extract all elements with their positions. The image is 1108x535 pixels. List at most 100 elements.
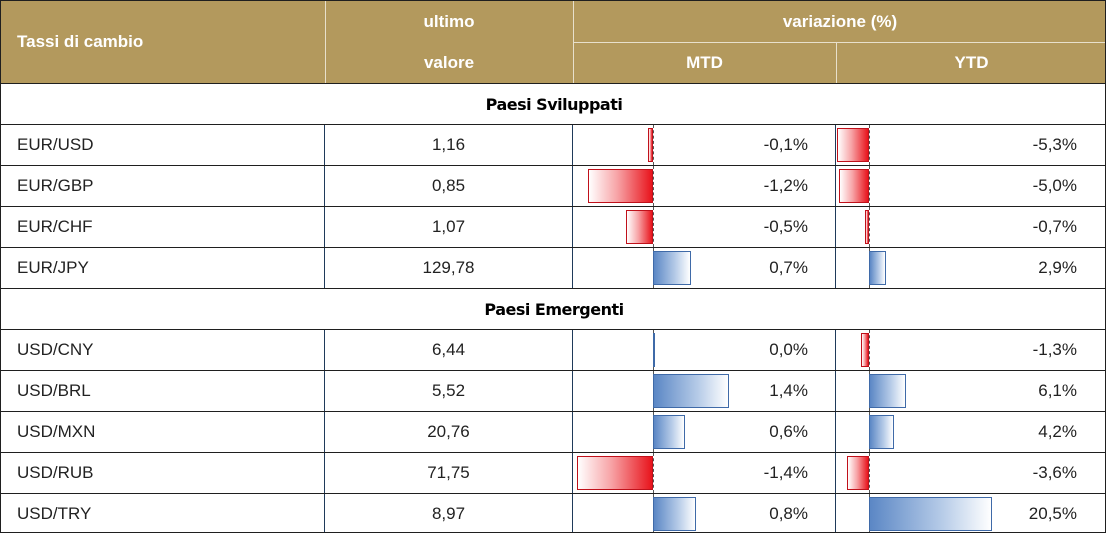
positive-bar <box>653 251 691 285</box>
header-mtd: MTD <box>573 42 836 83</box>
ytd-cell: -5,3% <box>836 125 1105 165</box>
pair-cell: USD/CNY <box>1 330 325 370</box>
mtd-value: 0,6% <box>769 422 808 441</box>
positive-bar <box>869 497 992 531</box>
mtd-cell: -0,1% <box>573 125 836 165</box>
negative-bar <box>847 456 869 490</box>
mtd-cell: -1,4% <box>573 453 836 493</box>
value-cell: 1,07 <box>325 207 573 247</box>
ytd-value: -5,0% <box>1032 176 1077 195</box>
pair-label: EUR/CHF <box>17 217 93 236</box>
ytd-cell: -1,3% <box>836 330 1105 370</box>
negative-bar <box>588 169 653 203</box>
zero-axis-line <box>653 166 654 206</box>
header-variazione: variazione (%) <box>573 1 1105 42</box>
negative-bar <box>861 333 869 367</box>
mtd-cell: 1,4% <box>573 371 836 411</box>
ytd-cell: 6,1% <box>836 371 1105 411</box>
ytd-cell: 4,2% <box>836 412 1105 452</box>
last-value: 0,85 <box>431 176 466 195</box>
mtd-value: -0,5% <box>763 217 808 236</box>
last-value: 1,16 <box>431 135 466 154</box>
header-tassi-di-cambio: Tassi di cambio <box>1 1 325 83</box>
mtd-cell: -0,5% <box>573 207 836 247</box>
table-row: USD/BRL 5,52 1,4% 6,1% <box>1 371 1105 412</box>
pair-cell: USD/MXN <box>1 412 325 452</box>
positive-bar <box>653 415 686 449</box>
mtd-value: 0,7% <box>769 258 808 277</box>
zero-axis-line <box>869 207 870 247</box>
section-title: Paesi Emergenti <box>484 299 624 319</box>
value-cell: 1,16 <box>325 125 573 165</box>
zero-axis-line <box>653 207 654 247</box>
pair-cell: EUR/CHF <box>1 207 325 247</box>
mtd-cell: 0,7% <box>573 248 836 288</box>
negative-bar <box>647 128 653 162</box>
positive-bar <box>653 333 655 367</box>
last-value: 20,76 <box>427 422 470 441</box>
last-value: 129,78 <box>422 258 475 277</box>
value-cell: 5,52 <box>325 371 573 411</box>
ytd-value: 20,5% <box>1028 504 1077 523</box>
value-cell: 8,97 <box>325 494 573 532</box>
zero-axis-line <box>653 453 654 493</box>
last-value: 8,97 <box>431 504 466 523</box>
ytd-cell: -0,7% <box>836 207 1105 247</box>
ytd-cell: 2,9% <box>836 248 1105 288</box>
header-value-line2: valore <box>423 52 475 72</box>
last-value: 6,44 <box>431 340 466 359</box>
table-row: USD/TRY 8,97 0,8% 20,5% <box>1 494 1105 532</box>
header-bottom-border <box>1 83 1105 84</box>
last-value: 71,75 <box>427 463 470 482</box>
pair-cell: USD/BRL <box>1 371 325 411</box>
last-value: 1,07 <box>431 217 466 236</box>
pair-label: USD/TRY <box>17 504 92 523</box>
header-valore: valore <box>325 42 573 83</box>
value-cell: 71,75 <box>325 453 573 493</box>
ytd-value: -0,7% <box>1032 217 1077 236</box>
value-cell: 6,44 <box>325 330 573 370</box>
last-value: 5,52 <box>431 381 466 400</box>
pair-label: EUR/USD <box>17 135 94 154</box>
ytd-value: 6,1% <box>1038 381 1077 400</box>
pair-cell: USD/RUB <box>1 453 325 493</box>
negative-bar <box>626 210 653 244</box>
pair-label: EUR/GBP <box>17 176 94 195</box>
pair-label: USD/RUB <box>17 463 94 482</box>
ytd-value: -3,6% <box>1032 463 1077 482</box>
mtd-value: -0,1% <box>763 135 808 154</box>
header-ytd: YTD <box>836 42 1105 83</box>
negative-bar <box>839 169 869 203</box>
pair-label: USD/CNY <box>17 340 94 359</box>
pair-cell: EUR/GBP <box>1 166 325 206</box>
positive-bar <box>653 497 697 531</box>
mtd-cell: -1,2% <box>573 166 836 206</box>
positive-bar <box>869 415 895 449</box>
pair-label: USD/BRL <box>17 381 91 400</box>
mtd-value: -1,4% <box>763 463 808 482</box>
header-divider <box>573 42 1105 43</box>
zero-axis-line <box>869 125 870 165</box>
header-ultimo: ultimo <box>325 1 573 42</box>
ytd-value: -1,3% <box>1032 340 1077 359</box>
zero-axis-line <box>869 330 870 370</box>
mtd-cell: 0,6% <box>573 412 836 452</box>
mtd-cell: 0,0% <box>573 330 836 370</box>
pair-label: EUR/JPY <box>17 258 89 277</box>
table-row: USD/RUB 71,75 -1,4% -3,6% <box>1 453 1105 494</box>
positive-bar <box>869 374 906 408</box>
positive-bar <box>869 251 887 285</box>
mtd-value: 1,4% <box>769 381 808 400</box>
negative-bar <box>577 456 653 490</box>
zero-axis-line <box>869 166 870 206</box>
mtd-value: 0,8% <box>769 504 808 523</box>
header-divider <box>325 1 326 83</box>
section-header: Paesi Sviluppati <box>1 84 1105 125</box>
table-row: USD/MXN 20,76 0,6% 4,2% <box>1 412 1105 453</box>
pair-cell: USD/TRY <box>1 494 325 532</box>
table-row: EUR/USD 1,16 -0,1% -5,3% <box>1 125 1105 166</box>
value-cell: 20,76 <box>325 412 573 452</box>
value-cell: 129,78 <box>325 248 573 288</box>
header-change-label: variazione (%) <box>782 11 898 31</box>
